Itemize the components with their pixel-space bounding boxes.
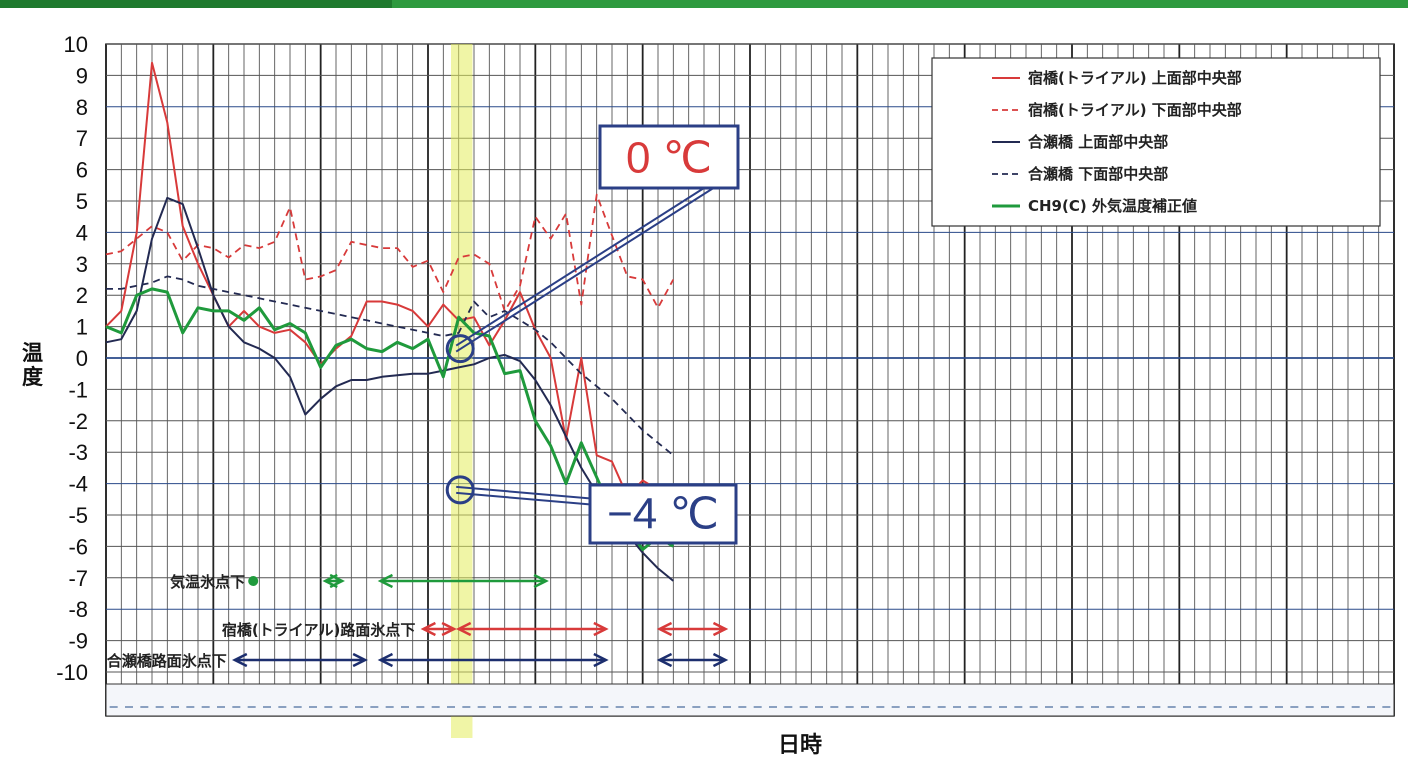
y-tick-label: 4 bbox=[76, 220, 88, 245]
legend-entry-label: 合瀬橋 上面部中央部 bbox=[1027, 133, 1168, 151]
callout-leader bbox=[455, 171, 739, 353]
series-lines bbox=[105, 61, 675, 582]
series-line-5 bbox=[105, 287, 675, 551]
range-label: 合瀬橋路面氷点下 bbox=[106, 652, 227, 670]
marker-circle bbox=[445, 334, 475, 364]
marker-callouts: 0 ℃ −4 ℃ bbox=[445, 124, 740, 545]
y-tick-label: -9 bbox=[68, 629, 88, 654]
y-tick-label: -6 bbox=[68, 534, 88, 559]
range-arrow-head-right bbox=[352, 652, 368, 668]
range-label: 宿橋(トライアル)路面氷点下 bbox=[222, 621, 416, 639]
y-axis-label-char: 度 bbox=[22, 365, 43, 389]
y-tick-label: 2 bbox=[76, 283, 88, 308]
callout-label: −4 ℃ bbox=[607, 490, 719, 539]
legend-entry-label: 宿橋(トライアル) 下面部中央部 bbox=[1028, 101, 1242, 119]
x-axis-label: 日時 bbox=[778, 733, 822, 758]
range-arrow-head-right bbox=[533, 573, 549, 589]
range-arrow-head-right bbox=[329, 573, 345, 589]
highlight-band bbox=[451, 44, 473, 738]
range-arrow-head-left bbox=[420, 621, 436, 637]
y-tick-label: 6 bbox=[76, 158, 88, 183]
range-arrow-head-left bbox=[656, 652, 673, 668]
y-tick-label: 3 bbox=[76, 252, 88, 277]
y-tick-label: -3 bbox=[68, 440, 88, 465]
y-tick-label: 1 bbox=[76, 315, 88, 340]
callout-label: 0 ℃ bbox=[626, 134, 712, 183]
y-tick-label: -8 bbox=[68, 597, 88, 622]
x-axis-tick-strip bbox=[105, 683, 1395, 717]
marker-circle bbox=[445, 475, 475, 505]
tick-strip-bg bbox=[105, 683, 1395, 717]
series-line-4 bbox=[106, 275, 674, 456]
y-axis-label: 温度 bbox=[22, 341, 43, 389]
range-arrow-head-right bbox=[712, 621, 729, 637]
header-bar bbox=[0, 0, 1408, 8]
y-tick-label: -2 bbox=[68, 409, 88, 434]
range-arrow-head-right bbox=[593, 652, 609, 668]
range-arrow-head-left bbox=[377, 652, 394, 668]
y-tick-label: -10 bbox=[56, 660, 88, 685]
range-arrow-head-left bbox=[656, 621, 673, 637]
callout-box bbox=[588, 483, 738, 545]
range-arrow-head-right bbox=[593, 621, 609, 637]
y-tick-label: 7 bbox=[76, 126, 88, 151]
y-tick-label: -1 bbox=[68, 377, 88, 402]
range-label: 気温氷点下 bbox=[170, 573, 245, 591]
header-accent bbox=[0, 0, 392, 8]
series-line-3 bbox=[105, 196, 674, 582]
range-arrow-head-left bbox=[232, 652, 248, 668]
legend-entry-label: CH9(C) 外気温度補正値 bbox=[1028, 197, 1197, 215]
y-tick-label: 5 bbox=[76, 189, 88, 214]
range-arrow-head-right bbox=[712, 652, 729, 668]
callout-leader bbox=[455, 165, 739, 347]
y-tick-label: 10 bbox=[64, 32, 88, 57]
range-dot bbox=[248, 576, 259, 586]
series-line-2 bbox=[105, 193, 675, 312]
range-arrow-head-left bbox=[377, 573, 394, 589]
range-arrow-head-left bbox=[455, 621, 472, 637]
y-tick-label: 8 bbox=[76, 95, 88, 120]
y-tick-label: 9 bbox=[76, 63, 88, 88]
y-axis-label-char: 温 bbox=[22, 341, 43, 365]
callout-box bbox=[598, 124, 740, 190]
y-tick-label: 0 bbox=[76, 346, 88, 371]
y-tick-label: -4 bbox=[68, 472, 88, 497]
y-tick-label: -5 bbox=[68, 503, 88, 528]
legend-entry-label: 宿橋(トライアル) 上面部中央部 bbox=[1028, 69, 1242, 87]
range-arrow-head-right bbox=[441, 621, 457, 637]
legend-entry-label: 合瀬橋 下面部中央部 bbox=[1027, 165, 1168, 183]
y-tick-label: -7 bbox=[68, 566, 88, 591]
